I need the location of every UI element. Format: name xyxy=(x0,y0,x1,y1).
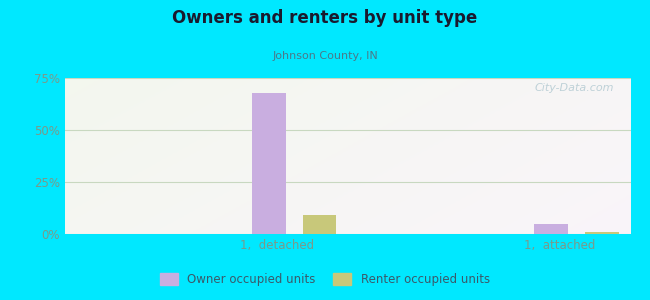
Text: Johnson County, IN: Johnson County, IN xyxy=(272,51,378,61)
Text: City-Data.com: City-Data.com xyxy=(534,83,614,93)
Text: Owners and renters by unit type: Owners and renters by unit type xyxy=(172,9,478,27)
Bar xyxy=(534,224,568,234)
Bar xyxy=(252,93,285,234)
Legend: Owner occupied units, Renter occupied units: Owner occupied units, Renter occupied un… xyxy=(155,268,495,291)
Bar xyxy=(585,232,619,234)
Bar xyxy=(302,215,337,234)
